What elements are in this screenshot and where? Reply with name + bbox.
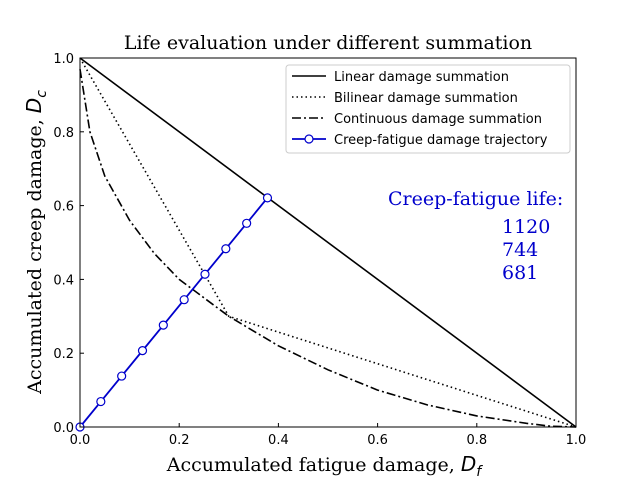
- x-tick-label-6: 1.0: [566, 433, 587, 448]
- annotation-value-3: 681: [502, 262, 538, 284]
- x-axis-label-subscript: f: [476, 464, 483, 480]
- legend-label-2: Bilinear damage summation: [334, 91, 518, 106]
- legend-label-3: Continuous damage summation: [334, 112, 542, 127]
- x-tick-label-3: 0.4: [268, 433, 289, 448]
- series-line-3: [79, 68, 577, 428]
- trajectory-point-5: [158, 320, 168, 330]
- y-tick-label-1: 0.0: [53, 421, 74, 436]
- x-tick-label-1: 0.0: [70, 433, 91, 448]
- y-tick-label-5: 0.8: [53, 126, 74, 141]
- series-line-1: [79, 57, 577, 428]
- series-line-2: [79, 57, 577, 428]
- trajectory-point-3: [117, 371, 127, 381]
- plot-area: [75, 57, 577, 432]
- y-tick-label-6: 1.0: [53, 52, 74, 67]
- x-tick-label-5: 0.8: [466, 433, 487, 448]
- y-axis-label: Accumulated creep damage, Dc: [22, 90, 50, 395]
- x-axis-ticks: 0.0 0.2 0.4 0.6 0.8 1.0: [70, 423, 587, 448]
- y-axis-label-text: Accumulated creep damage,: [24, 113, 46, 395]
- trajectory-point-7: [200, 269, 210, 279]
- y-tick-label-4: 0.6: [53, 200, 74, 215]
- legend-label-1: Linear damage summation: [334, 70, 509, 85]
- annotation-value-1: 1120: [502, 216, 550, 238]
- legend-box: [285, 64, 571, 154]
- y-axis-label-subscript: c: [34, 90, 50, 98]
- y-tick-label-2: 0.2: [53, 347, 74, 362]
- x-axis-label: Accumulated fatigue damage, Df: [166, 452, 483, 480]
- x-tick-label-2: 0.2: [169, 433, 190, 448]
- trajectory-point-4: [137, 346, 148, 356]
- series-line-4: [79, 197, 269, 428]
- x-axis-label-text: Accumulated fatigue damage,: [166, 454, 461, 476]
- trajectory-point-2: [96, 396, 106, 407]
- x-axis-label-symbol: D: [461, 452, 476, 476]
- x-tick-label-4: 0.6: [367, 433, 388, 448]
- chart-title: Life evaluation under different summatio…: [124, 32, 532, 54]
- annotation-value-2: 744: [502, 239, 538, 261]
- legend-marker-4: [304, 134, 314, 144]
- trajectory-point-8: [221, 244, 231, 254]
- y-axis-ticks: 0.0 0.2 0.4 0.6 0.8 1.0: [53, 52, 84, 436]
- plot-frame: [79, 57, 577, 428]
- legend-label-4: Creep-fatigue damage trajectory: [334, 133, 548, 148]
- annotation-title: Creep-fatigue life:: [388, 188, 563, 210]
- trajectory-point-9: [242, 218, 252, 228]
- trajectory-point-10: [262, 193, 273, 203]
- y-axis-label-symbol: D: [22, 98, 46, 113]
- y-tick-label-3: 0.4: [53, 273, 74, 288]
- trajectory-point-6: [179, 295, 189, 305]
- legend: Linear damage summation Bilinear damage s…: [285, 64, 571, 154]
- creep-fatigue-life-annotation: Creep-fatigue life: 1120 744 681: [388, 188, 563, 284]
